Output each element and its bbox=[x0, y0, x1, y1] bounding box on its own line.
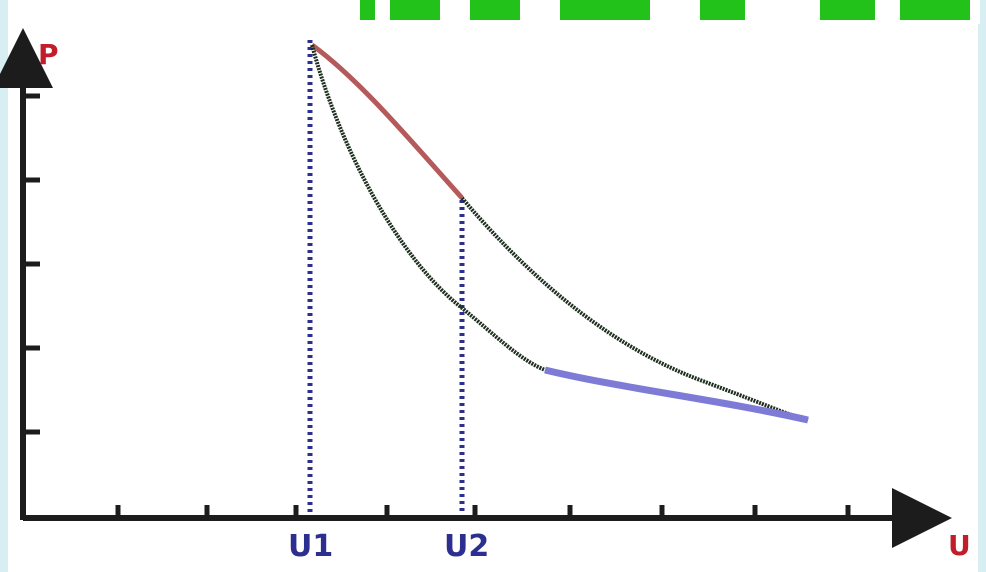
upper-curve-segment-red bbox=[310, 42, 464, 200]
x-axis-label: U bbox=[948, 529, 971, 562]
paper-background bbox=[8, 0, 978, 572]
y-ticks bbox=[23, 93, 40, 435]
v2-label: U2 bbox=[444, 529, 489, 564]
x-ticks bbox=[115, 505, 851, 518]
header-title bbox=[330, 0, 980, 24]
lower-curve-segment-blue bbox=[544, 366, 809, 424]
v1-label: U1 bbox=[288, 529, 333, 564]
y-axis-label: P bbox=[38, 38, 59, 71]
